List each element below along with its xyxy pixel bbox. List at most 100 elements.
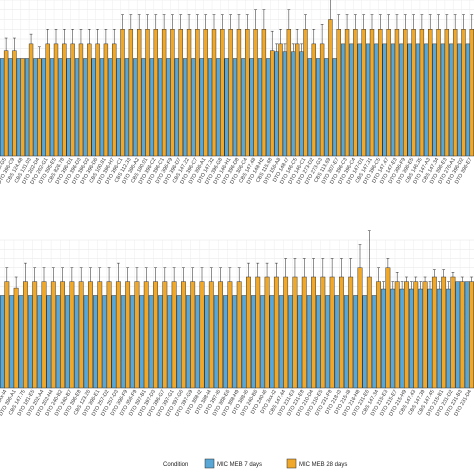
bar-mic-7-days bbox=[446, 289, 450, 388]
bar-mic-28-days bbox=[135, 282, 139, 388]
bar-mic-28-days bbox=[462, 29, 466, 156]
bar-mic-28-days bbox=[220, 29, 224, 156]
bar-mic-7-days bbox=[140, 296, 144, 389]
bar-mic-7-days bbox=[19, 296, 23, 389]
bar-mic-28-days bbox=[470, 29, 474, 156]
bar-mic-28-days bbox=[79, 44, 83, 156]
bar-mic-28-days bbox=[293, 277, 297, 388]
bar-mic-28-days bbox=[312, 44, 316, 156]
bar-mic-28-days bbox=[265, 277, 269, 388]
bar-mic-28-days bbox=[87, 44, 91, 156]
bar-mic-7-days bbox=[344, 296, 348, 389]
bar-mic-7-days bbox=[326, 296, 330, 389]
bar-mic-28-days bbox=[112, 44, 116, 156]
bar-mic-7-days bbox=[208, 59, 212, 157]
bar-mic-7-days bbox=[261, 296, 265, 389]
legend-title: Condition bbox=[163, 462, 188, 468]
bar-mic-7-days bbox=[374, 44, 378, 156]
bar-mic-28-days bbox=[302, 277, 306, 388]
bar-mic-28-days bbox=[386, 268, 390, 388]
bar-mic-7-days bbox=[37, 296, 41, 389]
bar-mic-28-days bbox=[71, 44, 75, 156]
bar-mic-7-days bbox=[363, 296, 367, 389]
bar-mic-28-days bbox=[54, 44, 58, 156]
bar-mic-7-days bbox=[103, 296, 107, 389]
bar-mic-7-days bbox=[84, 296, 88, 389]
bar-mic-28-days bbox=[451, 277, 455, 388]
bar-mic-28-days bbox=[12, 51, 16, 156]
bar-mic-7-days bbox=[117, 59, 121, 157]
bar-mic-7-days bbox=[58, 59, 62, 157]
bar-mic-28-days bbox=[4, 51, 8, 156]
bar-mic-28-days bbox=[162, 29, 166, 156]
bar-mic-28-days bbox=[245, 29, 249, 156]
bar-mic-28-days bbox=[200, 282, 204, 388]
bar-mic-28-days bbox=[403, 29, 407, 156]
bar-mic-28-days bbox=[37, 59, 41, 157]
bar-mic-7-days bbox=[195, 296, 199, 389]
bar-mic-7-days bbox=[441, 44, 445, 156]
bar-mic-7-days bbox=[433, 44, 437, 156]
bar-mic-7-days bbox=[325, 59, 329, 157]
bar-mic-28-days bbox=[441, 277, 445, 388]
bar-mic-7-days bbox=[17, 59, 21, 157]
bar-mic-7-days bbox=[466, 44, 470, 156]
bar-mic-7-days bbox=[167, 59, 171, 157]
bar-mic-28-days bbox=[23, 282, 27, 388]
bar-mic-7-days bbox=[150, 59, 154, 157]
bar-mic-28-days bbox=[295, 44, 299, 156]
bar-mic-7-days bbox=[158, 296, 162, 389]
bar-mic-28-days bbox=[304, 29, 308, 156]
bar-mic-7-days bbox=[408, 44, 412, 156]
bar-mic-7-days bbox=[233, 59, 237, 157]
bar-mic-7-days bbox=[300, 52, 304, 156]
bar-mic-28-days bbox=[144, 282, 148, 388]
bar-mic-7-days bbox=[424, 44, 428, 156]
bar-mic-7-days bbox=[0, 59, 4, 157]
bar-mic-28-days bbox=[187, 29, 191, 156]
bar-mic-7-days bbox=[100, 59, 104, 157]
bar-mic-28-days bbox=[237, 29, 241, 156]
bar-mic-28-days bbox=[5, 282, 9, 388]
bar-mic-28-days bbox=[209, 282, 213, 388]
bar-mic-28-days bbox=[172, 282, 176, 388]
bar-mic-28-days bbox=[29, 44, 33, 156]
bar-mic-28-days bbox=[42, 282, 46, 388]
bar-mic-28-days bbox=[279, 44, 283, 156]
bar-mic-7-days bbox=[391, 44, 395, 156]
bar-mic-28-days bbox=[311, 277, 315, 388]
bar-mic-7-days bbox=[266, 59, 270, 157]
bar-mic-28-days bbox=[254, 29, 258, 156]
bar-mic-7-days bbox=[192, 59, 196, 157]
bar-mic-28-days bbox=[353, 29, 357, 156]
bar-mic-28-days bbox=[179, 29, 183, 156]
bar-mic-7-days bbox=[437, 289, 441, 388]
bar-mic-28-days bbox=[229, 29, 233, 156]
bar-mic-7-days bbox=[121, 296, 125, 389]
bar-mic-28-days bbox=[170, 29, 174, 156]
bar-mic-7-days bbox=[56, 296, 60, 389]
bar-mic-28-days bbox=[62, 44, 66, 156]
bar-mic-28-days bbox=[228, 282, 232, 388]
bar-mic-7-days bbox=[400, 289, 404, 388]
bar-mic-28-days bbox=[287, 29, 291, 156]
bar-mic-7-days bbox=[125, 59, 129, 157]
bar-mic-7-days bbox=[358, 44, 362, 156]
bar-mic-28-days bbox=[125, 282, 129, 388]
bar-mic-7-days bbox=[456, 282, 460, 388]
bar-mic-28-days bbox=[256, 277, 260, 388]
bar-mic-7-days bbox=[449, 44, 453, 156]
bar-mic-28-days bbox=[96, 44, 100, 156]
bar-mic-28-days bbox=[104, 44, 108, 156]
bar-mic-28-days bbox=[414, 282, 418, 388]
bar-mic-28-days bbox=[460, 282, 464, 388]
bar-mic-7-days bbox=[158, 59, 162, 157]
bar-mic-7-days bbox=[366, 44, 370, 156]
bar-mic-28-days bbox=[345, 29, 349, 156]
bar-mic-28-days bbox=[420, 29, 424, 156]
bar-mic-28-days bbox=[423, 282, 427, 388]
bar-mic-7-days bbox=[241, 59, 245, 157]
bar-mic-7-days bbox=[372, 296, 376, 389]
bar-mic-28-days bbox=[107, 282, 111, 388]
bar-mic-7-days bbox=[200, 59, 204, 157]
